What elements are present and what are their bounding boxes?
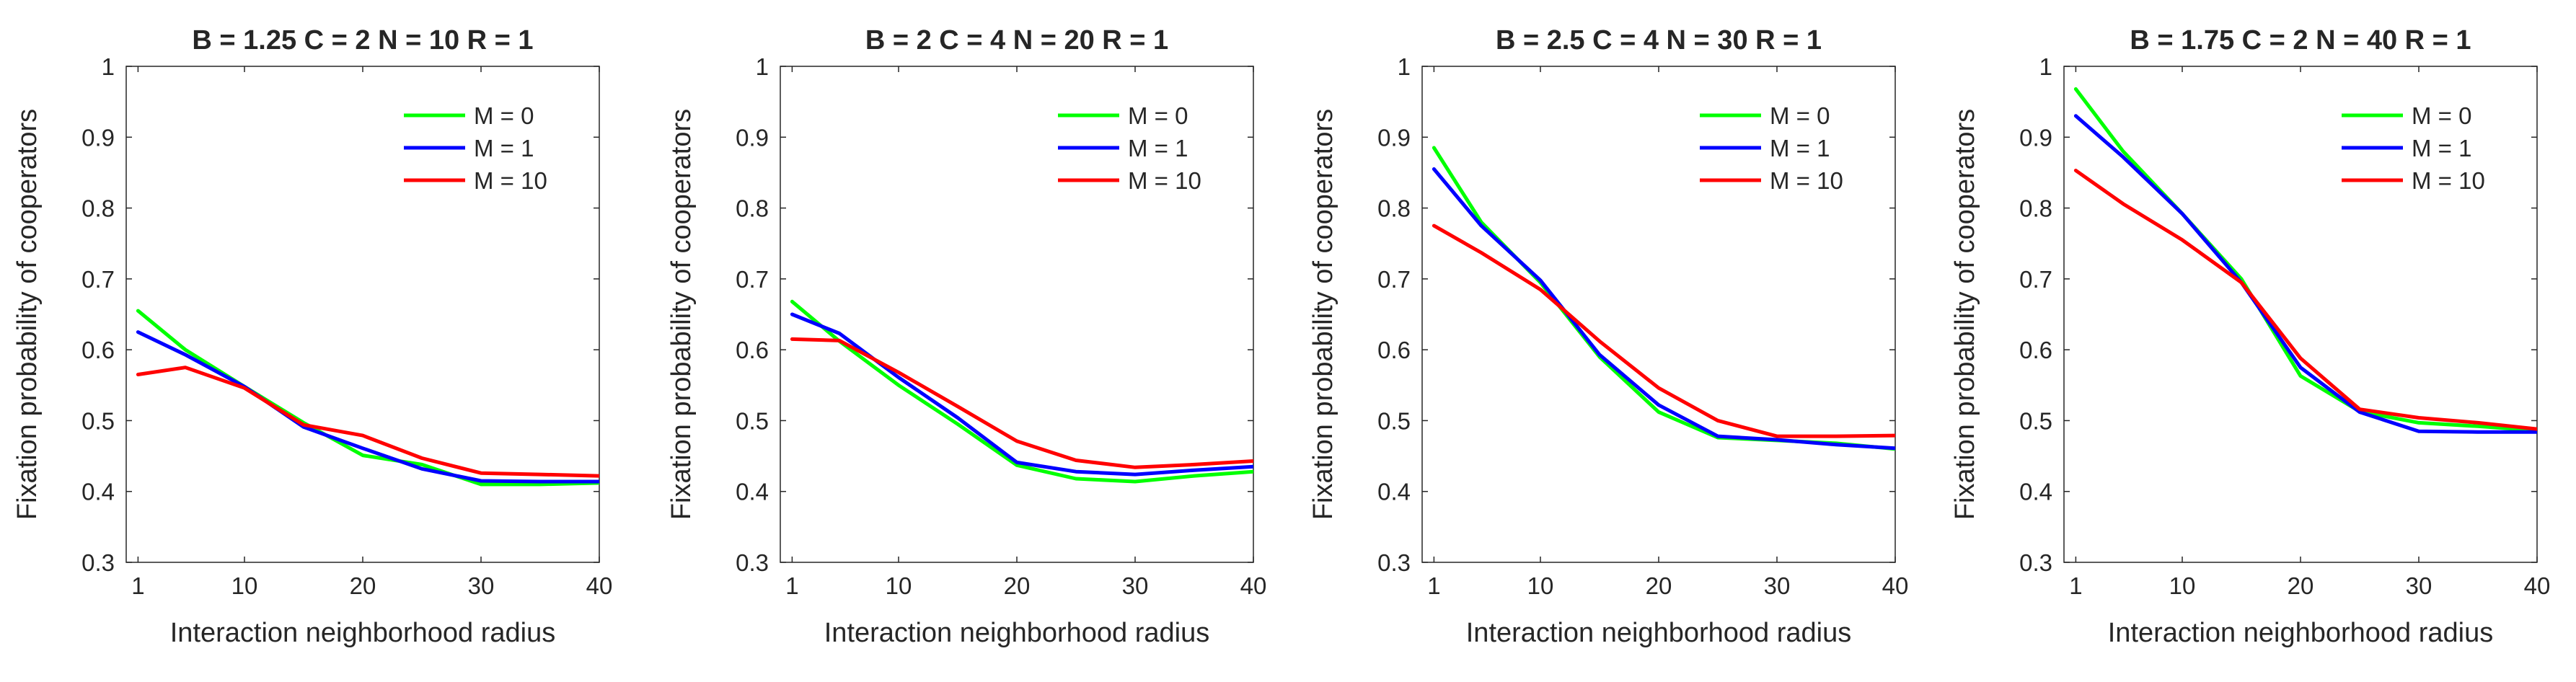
x-tick-label: 20	[1004, 572, 1031, 599]
x-tick-label: 1	[2069, 572, 2082, 599]
y-tick-label: 0.7	[2019, 266, 2052, 293]
y-tick-label: 0.8	[736, 195, 769, 222]
x-tick-label: 40	[2524, 572, 2551, 599]
y-tick-label: 0.3	[2019, 549, 2052, 576]
y-tick-label: 1	[1398, 53, 1411, 80]
chart-title: B = 1.75 C = 2 N = 40 R = 1	[2130, 25, 2471, 56]
y-tick-label: 0.5	[81, 407, 115, 434]
y-tick-label: 0.3	[736, 549, 769, 576]
y-tick-label: 0.6	[81, 337, 115, 363]
legend-label: M = 1	[1770, 135, 1830, 161]
legend-label: M = 10	[1770, 167, 1843, 194]
x-tick-label: 1	[131, 572, 144, 599]
x-tick-label: 40	[1882, 572, 1909, 599]
series-line-m-10	[2073, 169, 2537, 431]
legend-label: M = 0	[474, 102, 534, 129]
chart-panel-4: 0.3 0.4 0.5 0.6 0.7 0.8 0.9 1 1 10 20 30 40 B = 1.75 …	[1950, 25, 2550, 648]
chart-title: B = 1.25 C = 2 N = 10 R = 1	[192, 25, 533, 56]
y-tick-label: 0.3	[81, 549, 115, 576]
y-axis-label: Fixation probability of cooperators	[1308, 109, 1338, 520]
series-line-m-0	[2073, 87, 2537, 433]
series-line-m-10	[1432, 223, 1895, 438]
x-tick-label: 30	[1122, 572, 1149, 599]
y-tick-label: 0.6	[736, 337, 769, 363]
chart-panel-1: 0.3 0.4 0.5 0.6 0.7 0.8 0.9 1 1 10 20 30 40 B = 1.25 …	[12, 25, 612, 648]
x-tick-label: 40	[586, 572, 613, 599]
series-line-m-1	[790, 312, 1253, 477]
y-tick-label: 0.4	[1377, 479, 1411, 505]
y-tick-label: 0.6	[1377, 337, 1411, 363]
x-tick-label: 30	[468, 572, 495, 599]
y-tick-label: 0.4	[736, 479, 769, 505]
y-axis-label: Fixation probability of cooperators	[1950, 109, 1980, 520]
y-tick-label: 0.7	[1377, 266, 1411, 293]
y-tick-label: 0.8	[81, 195, 115, 222]
y-tick-label: 0.4	[2019, 479, 2052, 505]
chart-title: B = 2.5 C = 4 N = 30 R = 1	[1496, 25, 1822, 56]
y-axis-label: Fixation probability of cooperators	[12, 109, 43, 520]
x-tick-label: 1	[1427, 572, 1440, 599]
x-tick-label: 1	[785, 572, 798, 599]
y-tick-label: 0.9	[736, 124, 769, 151]
x-tick-label: 20	[2288, 572, 2314, 599]
legend-label: M = 10	[1128, 167, 1201, 194]
legend-label: M = 0	[1128, 102, 1188, 129]
series-line-m-0	[790, 299, 1253, 484]
y-tick-label: 1	[102, 53, 115, 80]
x-tick-label: 20	[1646, 572, 1672, 599]
legend-label: M = 10	[474, 167, 547, 194]
chart-title: B = 2 C = 4 N = 20 R = 1	[865, 25, 1168, 56]
y-tick-label: 1	[756, 53, 769, 80]
series-line-m-1	[2073, 114, 2537, 434]
y-tick-label: 0.5	[2019, 407, 2052, 434]
x-axis-label: Interaction neighborhood radius	[1466, 618, 1852, 648]
x-tick-label: 20	[350, 572, 376, 599]
x-tick-label: 30	[1764, 572, 1791, 599]
series-line-m-1	[136, 330, 599, 484]
y-tick-label: 1	[2039, 53, 2052, 80]
x-axis-label: Interaction neighborhood radius	[2108, 618, 2494, 648]
series-line-m-10	[790, 337, 1253, 469]
y-axis-label: Fixation probability of cooperators	[666, 109, 697, 520]
y-tick-label: 0.9	[81, 124, 115, 151]
y-tick-label: 0.8	[2019, 195, 2052, 222]
y-tick-label: 0.7	[81, 266, 115, 293]
legend-label: M = 0	[2412, 102, 2471, 129]
legend-label: M = 10	[2412, 167, 2485, 194]
x-tick-label: 30	[2406, 572, 2432, 599]
legend-label: M = 1	[1128, 135, 1188, 161]
y-tick-label: 0.9	[1377, 124, 1411, 151]
chart-panel-3: 0.3 0.4 0.5 0.6 0.7 0.8 0.9 1 1 10 20 30 40 B = 2.5 C…	[1308, 25, 1908, 648]
legend-label: M = 1	[2412, 135, 2471, 161]
y-tick-label: 0.9	[2019, 124, 2052, 151]
series-line-m-1	[1432, 167, 1895, 451]
legend-label: M = 0	[1770, 102, 1830, 129]
series-line-m-0	[136, 309, 599, 487]
y-tick-label: 0.3	[1377, 549, 1411, 576]
x-tick-label: 10	[2169, 572, 2196, 599]
y-tick-label: 0.7	[736, 266, 769, 293]
y-tick-label: 0.4	[81, 479, 115, 505]
x-axis-label: Interaction neighborhood radius	[170, 618, 556, 648]
legend-label: M = 1	[474, 135, 534, 161]
y-tick-label: 0.6	[2019, 337, 2052, 363]
x-tick-label: 10	[231, 572, 258, 599]
x-tick-label: 10	[886, 572, 912, 599]
x-tick-label: 10	[1527, 572, 1554, 599]
y-tick-label: 0.5	[1377, 407, 1411, 434]
series-line-m-10	[136, 366, 599, 478]
x-axis-label: Interaction neighborhood radius	[824, 618, 1210, 648]
y-tick-label: 0.8	[1377, 195, 1411, 222]
y-tick-label: 0.5	[736, 407, 769, 434]
x-tick-label: 40	[1240, 572, 1267, 599]
chart-panel-2: 0.3 0.4 0.5 0.6 0.7 0.8 0.9 1 1 10 20 30 40 B = 2 C =…	[666, 25, 1266, 648]
